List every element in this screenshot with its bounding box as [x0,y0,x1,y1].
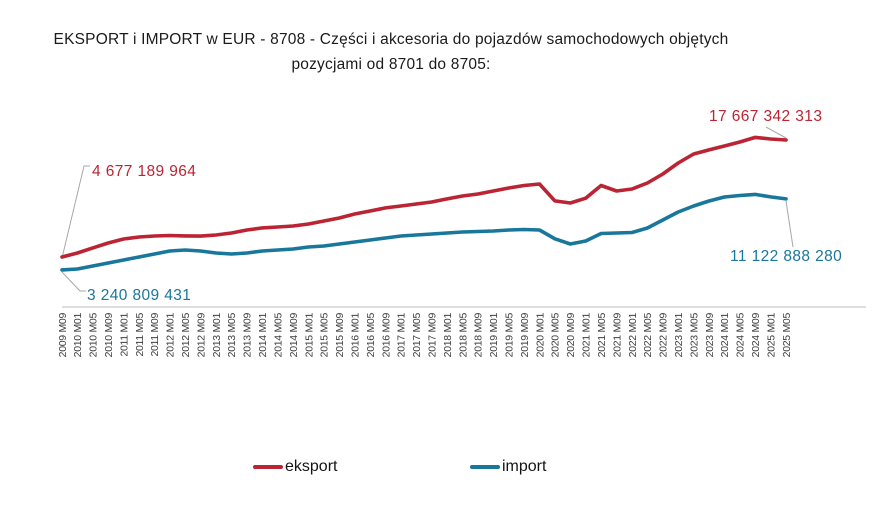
callout-eksport-start [61,165,90,259]
x-tick-label: 2017 M01 [396,313,408,358]
x-tick-label: 2011 M05 [134,313,146,357]
callout-eksport-end [765,126,787,139]
x-tick-label: 2025 M01 [765,313,777,358]
x-tick-label: 2011 M01 [118,313,130,357]
x-tick-label: 2011 M09 [149,313,161,357]
x-tick-label: 2013 M01 [211,313,223,358]
x-tick-label: 2021 M05 [596,313,608,358]
legend-item-import[interactable]: import [470,458,546,476]
x-tick-label: 2024 M05 [735,313,747,358]
chart-title-line2: pozycjami od 8701 do 8705: [291,56,491,73]
callout-import-start [61,271,86,292]
x-tick-label: 2010 M09 [103,313,115,358]
x-tick-label: 2022 M01 [627,313,639,358]
x-tick-label: 2017 M05 [411,313,423,358]
x-tick-label: 2018 M01 [442,313,454,358]
legend-item-eksport[interactable]: eksport [253,458,337,476]
x-tick-label: 2022 M09 [658,313,670,358]
x-tick-label: 2020 M01 [534,313,546,358]
x-tick-label: 2023 M05 [688,313,700,358]
x-tick-label: 2016 M09 [380,313,392,358]
annotation-eksport-first: 4 677 189 964 [92,163,197,180]
x-tick-label: 2012 M01 [165,313,177,358]
series-lines [60,135,788,272]
legend-label-import: import [502,458,547,475]
chart-canvas: 2009 M09 2010 M01 2010 M05 2010 M09 2011 M01… [57,126,866,358]
eksport-line [60,135,788,259]
annotation-eksport-last: 17 667 342 313 [709,108,823,125]
eksport-line-swatch-icon [253,465,283,469]
x-tick-label: 2016 M01 [350,313,362,358]
x-tick-label: 2015 M01 [303,313,315,358]
x-axis-tick-labels: 2009 M09 2010 M01 2010 M05 2010 M09 2011 M01… [57,313,793,358]
x-tick-label: 2016 M05 [365,313,377,358]
x-tick-label: 2010 M05 [88,313,100,358]
x-tick-label: 2025 M05 [781,313,793,358]
import-line [60,192,788,272]
chart-title-line1: EKSPORT i IMPORT w EUR - 8708 - Części i… [53,31,729,48]
x-tick-label: 2014 M01 [257,313,269,358]
x-tick-label: 2024 M01 [719,313,731,358]
x-tick-label: 2018 M05 [457,313,469,358]
x-tick-label: 2019 M01 [488,313,500,358]
chart-legend: eksport import [0,458,893,482]
import-line-swatch-icon [470,465,500,469]
x-tick-label: 2022 M05 [642,313,654,358]
x-tick-label: 2015 M09 [334,313,346,358]
x-tick-label: 2010 M01 [72,313,84,358]
x-tick-label: 2014 M05 [273,313,285,358]
x-tick-label: 2024 M09 [750,313,762,358]
x-tick-label: 2009 M09 [57,313,69,358]
x-tick-label: 2014 M09 [288,313,300,358]
annotation-import-first: 3 240 809 431 [87,287,192,304]
x-tick-label: 2017 M09 [427,313,439,358]
legend-label-eksport: eksport [285,458,338,475]
x-tick-label: 2021 M09 [611,313,623,358]
x-tick-label: 2019 M05 [504,313,516,358]
x-tick-label: 2015 M05 [319,313,331,358]
annotation-import-last: 11 122 888 280 [730,248,843,265]
x-tick-label: 2013 M09 [242,313,254,358]
x-tick-label: 2020 M05 [550,313,562,358]
x-tick-label: 2020 M09 [565,313,577,358]
x-tick-label: 2023 M01 [673,313,685,358]
callout-import-end [785,200,794,248]
x-tick-label: 2019 M09 [519,313,531,358]
x-tick-label: 2012 M09 [195,313,207,358]
chart-title: EKSPORT i IMPORT w EUR - 8708 - Części i… [0,27,782,77]
x-tick-label: 2023 M09 [704,313,716,358]
x-tick-label: 2021 M01 [581,313,593,358]
x-tick-label: 2018 M09 [473,313,485,358]
x-tick-label: 2012 M05 [180,313,192,358]
x-tick-label: 2013 M05 [226,313,238,358]
